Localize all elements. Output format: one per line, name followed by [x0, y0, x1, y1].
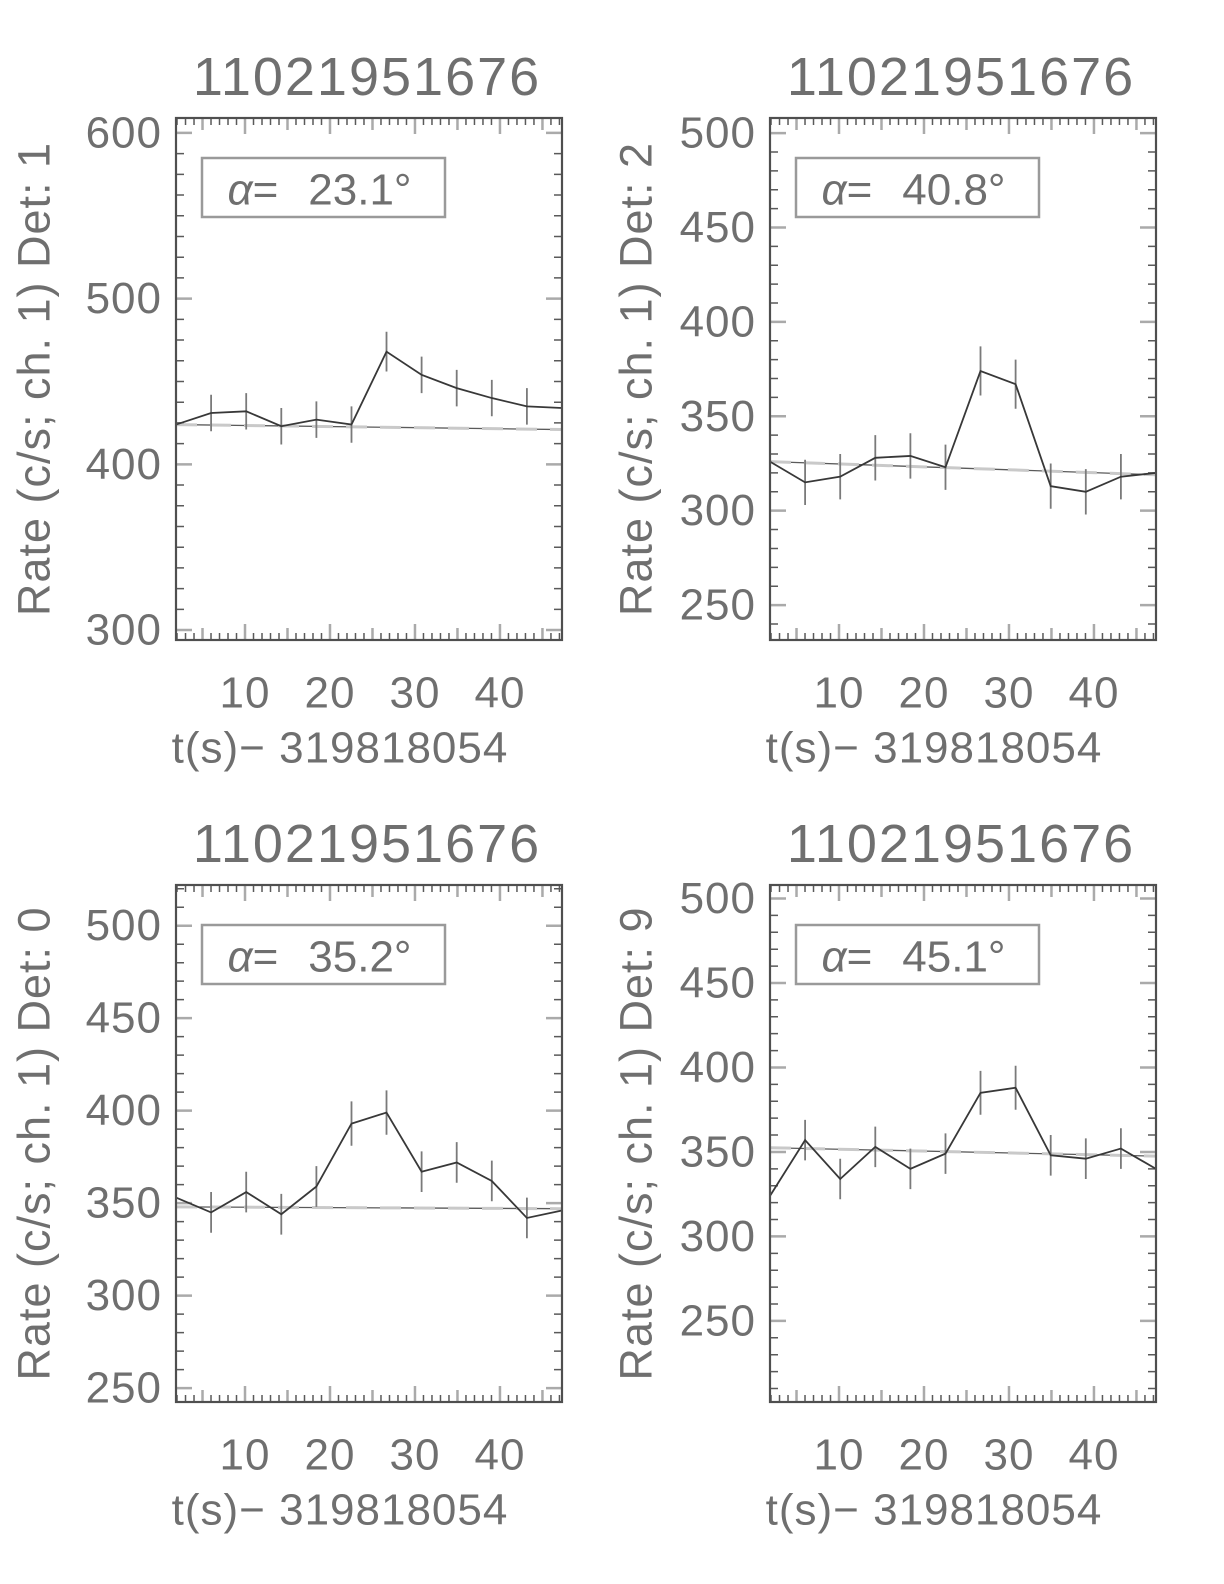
plot-title: 11021951676: [787, 47, 1135, 107]
x-tick-label: 30: [984, 669, 1035, 718]
y-tick-label: 300: [86, 1271, 162, 1320]
y-tick-label: 250: [680, 1296, 756, 1345]
y-tick-label: 350: [680, 392, 756, 441]
alpha-annotation: α= 35.2°: [227, 932, 411, 981]
y-tick-label: 450: [680, 958, 756, 1007]
x-tick-label: 10: [220, 1431, 271, 1480]
y-tick-label: 250: [680, 581, 756, 630]
x-tick-label: 20: [305, 669, 356, 718]
y-tick-label: 250: [86, 1364, 162, 1413]
axis-major-ticks: [770, 885, 1156, 1402]
y-tick-label: 300: [680, 486, 756, 535]
x-tick-label: 40: [1068, 1431, 1119, 1480]
axis-major-ticks: [176, 118, 562, 640]
x-tick-label: 40: [474, 669, 525, 718]
x-tick-label: 10: [814, 669, 865, 718]
y-tick-label: 500: [680, 874, 756, 923]
panel-det-9: α= 45.1° 11021951676 250 300 350 400 450 500 10 20…: [611, 814, 1158, 1535]
x-axis-label: t(s)− 319818054: [766, 724, 1103, 773]
y-tick-label: 350: [86, 1179, 162, 1228]
panel-det-0: α= 35.2° 11021951676 250 300 350 400 450 500 10 20…: [9, 814, 564, 1535]
y-tick-label: 350: [680, 1127, 756, 1176]
axis-frame: [768, 883, 1158, 1404]
alpha-annotation: α= 45.1°: [821, 932, 1005, 981]
light-curve-line: [175, 1111, 563, 1219]
x-tick-label: 20: [899, 669, 950, 718]
x-tick-label: 20: [305, 1431, 356, 1480]
y-tick-label: 450: [680, 203, 756, 252]
panel-det-2: α= 40.8° 11021951676 250 300 350 400 450 500 10 20…: [611, 47, 1158, 773]
x-tick-label: 30: [390, 1431, 441, 1480]
axis-frame: [174, 883, 564, 1404]
y-tick-label: 400: [680, 297, 756, 346]
x-tick-label: 40: [474, 1431, 525, 1480]
background-fit-line: [175, 1206, 563, 1210]
alpha-annotation-box: [794, 923, 1041, 986]
x-axis-label: t(s)− 319818054: [766, 1486, 1103, 1535]
plot-title: 11021951676: [787, 814, 1135, 874]
y-tick-label: 450: [86, 994, 162, 1043]
alpha-annotation: α= 23.1°: [227, 165, 411, 214]
y-tick-label: 500: [86, 901, 162, 950]
x-axis-label: t(s)− 319818054: [172, 1486, 509, 1535]
background-fit-dashed-line: [769, 1146, 1157, 1158]
x-tick-label: 30: [390, 669, 441, 718]
panel-det-1: α= 23.1° 11021951676 300 400 500 600 10 20 30 40 t(…: [9, 47, 564, 773]
light-curve-line: [769, 1086, 1157, 1197]
background-fit-dashed-line: [175, 1205, 563, 1211]
y-tick-label: 500: [680, 109, 756, 158]
x-tick-label: 40: [1068, 669, 1119, 718]
y-tick-label: 500: [86, 274, 162, 323]
y-tick-label: 400: [86, 440, 162, 489]
light-curve-line: [175, 350, 563, 428]
x-tick-label: 10: [220, 669, 271, 718]
axis-frame: [768, 116, 1158, 642]
x-tick-label: 30: [984, 1431, 1035, 1480]
y-tick-label: 300: [680, 1212, 756, 1261]
plot-title: 11021951676: [193, 47, 541, 107]
y-axis-label: Rate (c/s; ch. 1) Det: 2: [611, 142, 662, 616]
error-bars: [804, 1065, 1122, 1200]
alpha-annotation-box: [794, 156, 1041, 219]
y-axis-label: Rate (c/s; ch. 1) Det: 0: [9, 906, 60, 1380]
axis-frame: [174, 116, 564, 642]
error-bars: [210, 1090, 528, 1239]
alpha-annotation: α= 40.8°: [821, 165, 1005, 214]
background-fit-line: [769, 460, 1157, 476]
background-fit-line: [175, 423, 563, 431]
plot-title: 11021951676: [193, 814, 541, 874]
y-axis-label: Rate (c/s; ch. 1) Det: 9: [611, 906, 662, 1380]
x-axis-label: t(s)− 319818054: [172, 724, 509, 773]
axis-major-ticks: [770, 118, 1156, 640]
y-tick-label: 400: [86, 1086, 162, 1135]
y-tick-label: 600: [86, 108, 162, 157]
background-fit-dashed-line: [769, 460, 1157, 477]
light-curve-line: [769, 369, 1157, 493]
background-fit-dashed-line: [175, 423, 563, 432]
y-tick-label: 300: [86, 606, 162, 655]
alpha-annotation-box: [200, 923, 447, 986]
y-tick-label: 400: [680, 1043, 756, 1092]
y-axis-label: Rate (c/s; ch. 1) Det: 1: [9, 142, 60, 616]
alpha-annotation-box: [200, 156, 447, 219]
x-tick-label: 10: [814, 1431, 865, 1480]
axis-major-ticks: [176, 885, 562, 1402]
x-tick-label: 20: [899, 1431, 950, 1480]
